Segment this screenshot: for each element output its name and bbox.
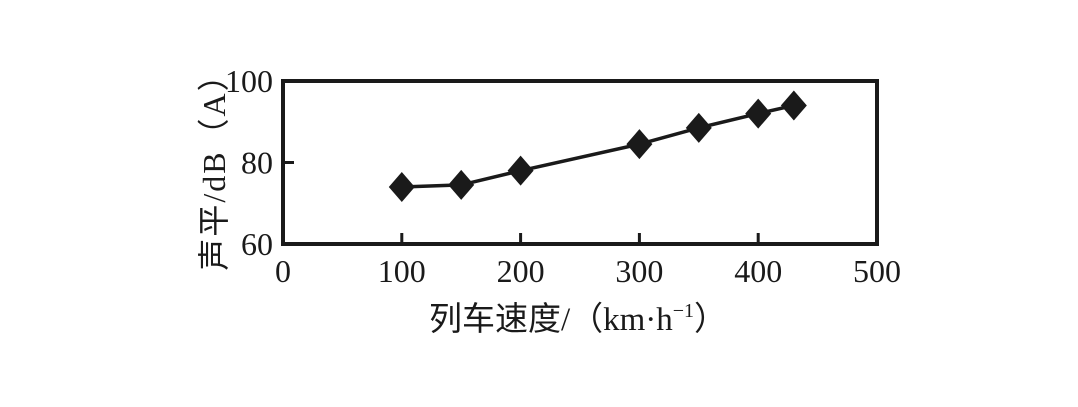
y-axis-label-text: 声平/dB（A） (196, 57, 232, 271)
y-tick-label: 100 (225, 63, 273, 99)
x-tick-label: 100 (378, 253, 426, 289)
axis-tick-labels: 0 100 200 300 400 500 60 80 100 (225, 63, 901, 289)
data-point-marker (780, 90, 807, 121)
y-axis-label: 声平/dB（A） (189, 57, 235, 270)
x-axis-label: 列车速度/（km·h−1） (429, 292, 727, 340)
x-tick-label: 300 (615, 253, 663, 289)
data-point-marker (507, 155, 534, 186)
data-point-marker (388, 171, 415, 202)
x-tick-label: 400 (734, 253, 782, 289)
y-tick-label: 60 (241, 226, 273, 262)
x-tick-label: 0 (275, 253, 291, 289)
data-point-marker (448, 169, 475, 200)
data-point-marker (745, 98, 772, 129)
x-axis-label-superscript: −1 (672, 300, 695, 322)
data-point-markers (388, 90, 807, 202)
y-tick-label: 80 (241, 145, 273, 181)
data-point-marker (626, 129, 653, 160)
x-axis-label-suffix: ） (694, 302, 728, 338)
plot-area-border (281, 79, 879, 246)
x-tick-label: 200 (497, 253, 545, 289)
x-axis-label-prefix: 列车速度/（km·h (428, 302, 673, 338)
data-point-marker (685, 112, 712, 143)
x-tick-label: 500 (853, 253, 901, 289)
